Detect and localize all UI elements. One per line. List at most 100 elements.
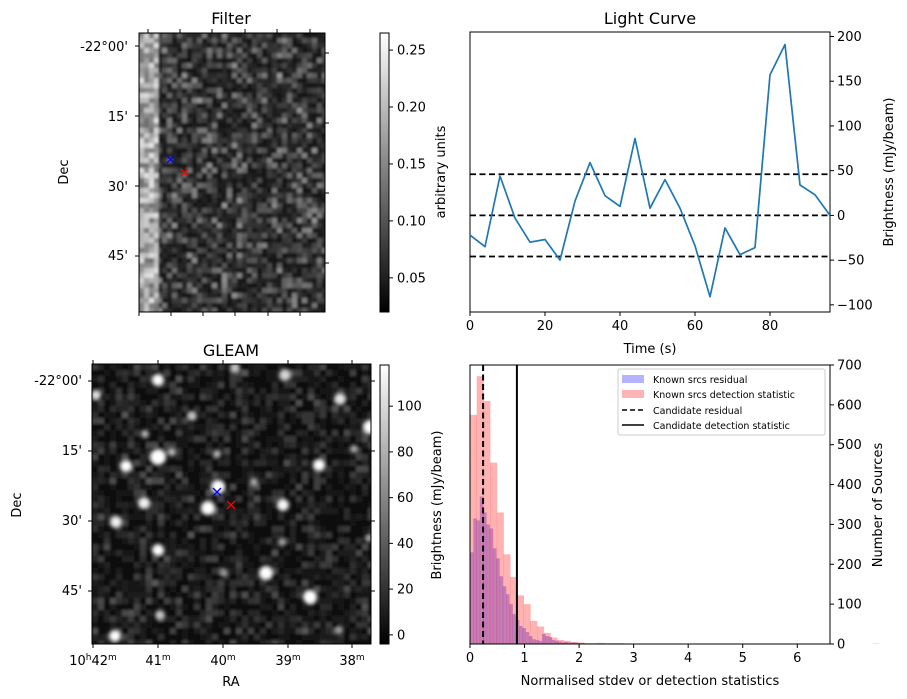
residual-bar: [555, 640, 559, 644]
histogram-bars: [470, 376, 880, 644]
residual-bar: [476, 520, 481, 644]
filter-ytick-1: 15': [108, 110, 128, 125]
gleam-ytick-3: 45': [62, 584, 82, 599]
gleam-source: [363, 420, 371, 434]
gleam-source: [279, 369, 291, 381]
gleam-source: [278, 538, 286, 546]
legend-swatch-residual: [622, 375, 644, 383]
histogram-xtick-label: 4: [684, 651, 692, 666]
filter-colorbar-ticks: 0.05 0.10 0.15 0.20 0.25: [389, 44, 426, 286]
gleam-xtick-2: 40m: [210, 653, 235, 669]
detection-bar: [496, 512, 504, 644]
gleam-source: [155, 610, 165, 620]
lightcurve-ytick-label: 0: [837, 209, 845, 224]
gleam-colorbar-tick-label: 100: [397, 400, 422, 415]
histogram-frame: [469, 364, 831, 645]
gleam-colorbar-tick-label: 20: [397, 583, 414, 598]
gleam-ytick-0: -22°00': [34, 374, 82, 389]
gleam-colorbar-ticks: 0 20 40 60 80 100: [389, 400, 422, 643]
gleam-source: [365, 534, 371, 542]
lightcurve-ytick-label: 200: [837, 30, 862, 45]
gleam-source: [350, 445, 358, 453]
residual-bar: [561, 642, 566, 644]
histogram-xlabel: Normalised stdev or detection statistics: [521, 674, 780, 689]
lightcurve-axes: 0 20 40 60 80 −100 −50 0 50 100 150 200: [466, 30, 873, 334]
gleam-source: [141, 430, 149, 438]
residual-bar: [568, 642, 572, 644]
gleam-source: [168, 448, 176, 456]
gleam-ytick-1: 15': [62, 444, 82, 459]
gleam-source: [220, 569, 228, 577]
detection-bar: [530, 620, 538, 644]
residual-bar: [525, 632, 530, 644]
gleam-blue-marker: [212, 487, 222, 497]
lightcurve-xtick-label: 0: [466, 319, 474, 334]
residual-bar: [499, 576, 504, 644]
residual-bar: [496, 558, 500, 644]
gleam-ylabel: Dec: [10, 492, 25, 517]
gleam-source: [303, 590, 317, 604]
residual-bar: [519, 626, 523, 644]
histogram-ytick-label: 500: [837, 438, 862, 453]
filter-ytick-2: 30': [108, 180, 128, 195]
filter-ytick-3: 45': [108, 249, 128, 264]
detection-bar: [483, 400, 491, 644]
legend-label-1: Known srcs detection statistic: [653, 390, 795, 401]
legend-label-2: Candidate residual: [653, 406, 742, 417]
filter-colorbar-tick-label: 0.15: [397, 157, 426, 172]
lightcurve-ylabel: Brightness (mJy/beam): [882, 98, 897, 247]
residual-bar: [528, 636, 533, 644]
histogram-xtick-label: 2: [575, 651, 583, 666]
gleam-colorbar-tick-label: 80: [397, 445, 414, 460]
histogram-panel: 0 1 2 3 4 5 6 0 100 200 300 400 500 600 700 Normalised…: [466, 359, 886, 690]
residual-bar: [506, 594, 510, 644]
gleam-source: [152, 374, 164, 386]
lightcurve-xtick-label: 20: [537, 319, 554, 334]
histogram-xtick-label: 3: [629, 651, 637, 666]
gleam-title: GLEAM: [203, 341, 259, 360]
gleam-source: [250, 478, 258, 486]
detection-bar: [490, 462, 498, 644]
residual-bar: [542, 634, 546, 644]
detection-bar: [550, 637, 558, 644]
gleam-colorbar-label: Brightness (mJy/beam): [430, 431, 445, 580]
gleam-xtick-1: 41m: [145, 653, 170, 669]
residual-bar: [551, 640, 556, 644]
lightcurve-ytick-label: −100: [837, 298, 873, 313]
histogram-xtick-label: 0: [466, 651, 474, 666]
filter-colorbar-tick-label: 0.10: [397, 214, 426, 229]
filter-ylabel: Dec: [57, 159, 72, 184]
gleam-ytick-labels: -22°00' 15' 30' 45': [34, 374, 82, 599]
gleam-xtick-labels: 10h42m 41m 40m 39m 38m: [69, 653, 364, 669]
gleam-colorbar: [379, 364, 390, 645]
gleam-source: [277, 499, 289, 511]
lightcurve-ytick-label: −50: [837, 254, 864, 269]
gleam-xlabel: RA: [222, 675, 240, 690]
filter-ticks: [135, 29, 329, 316]
filter-ytick-0: -22°00': [80, 40, 128, 55]
residual-bar: [532, 639, 536, 644]
gleam-xtick-0: 10h42m: [69, 653, 117, 669]
lightcurve-xtick-label: 40: [612, 319, 629, 334]
histogram-ytick-label: 300: [837, 518, 862, 533]
gleam-source: [211, 480, 225, 494]
residual-bar: [473, 518, 477, 644]
histogram-ylabel: Number of Sources: [871, 443, 886, 568]
gleam-source: [150, 449, 166, 465]
residual-bar: [545, 636, 549, 644]
gleam-frame: [91, 363, 372, 645]
residual-bar: [502, 586, 507, 644]
detection-bar: [476, 376, 484, 644]
filter-image: [139, 33, 325, 312]
gleam-source: [213, 450, 221, 458]
residual-bar: [470, 552, 474, 644]
residual-bar: [486, 524, 490, 644]
detection-bar: [563, 640, 571, 644]
gleam-colorbar-tick-label: 60: [397, 491, 414, 506]
lightcurve-line: [469, 43, 831, 298]
histogram-ytick-label: 100: [837, 598, 862, 613]
detection-bar: [597, 642, 605, 644]
histogram-vlines: [482, 365, 518, 644]
filter-colorbar-tick-label: 0.05: [397, 271, 426, 286]
